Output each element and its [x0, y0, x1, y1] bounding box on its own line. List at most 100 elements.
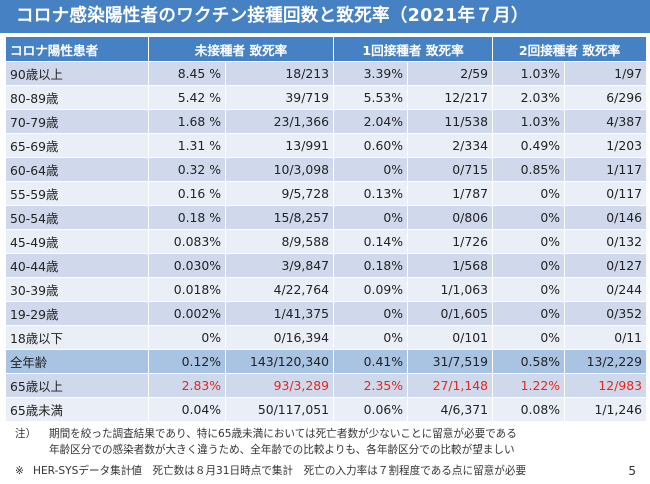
note-line-1: 注） 期間を絞った調査結果であり、特に65歳未満においては死亡者数が少ないことに留… — [15, 426, 517, 442]
two-dose-fraction: 0/117 — [564, 181, 648, 206]
unvaccinated-rate: 0.12% — [148, 349, 226, 374]
one-dose-fraction: 0/715 — [407, 157, 494, 182]
one-dose-rate: 0.60% — [333, 133, 409, 158]
data-source-footnote: ※ HER-SYSデータ集計値 死亡数は８月31日時点で集計 死亡の入力率は７割程… — [15, 463, 526, 478]
one-dose-fraction: 0/1,605 — [407, 301, 494, 326]
one-dose-rate: 3.39% — [333, 61, 409, 86]
unvaccinated-rate: 0.002% — [148, 301, 226, 326]
one-dose-rate: 0.09% — [333, 277, 409, 302]
two-dose-rate: 0% — [492, 229, 566, 254]
two-dose-rate: 0% — [492, 181, 566, 206]
table-row: 70-79歳 1.68 % 23/1,366 2.04% 11/538 1.03% 4/38… — [5, 109, 648, 134]
age-cell: 19-29歳 — [5, 301, 149, 326]
two-dose-fraction: 4/387 — [564, 109, 648, 134]
two-dose-rate: 0% — [492, 205, 566, 230]
age-cell: 65歳未満 — [5, 397, 149, 422]
age-cell: 65歳以上 — [5, 373, 149, 398]
two-dose-rate: 0% — [492, 277, 566, 302]
unvaccinated-rate: 1.68 % — [148, 109, 226, 134]
two-dose-rate: 0.58% — [492, 349, 566, 374]
one-dose-rate: 0% — [333, 157, 409, 182]
table-row: 60-64歳 0.32 % 10/3,098 0% 0/715 0.85% 1/117 — [5, 157, 648, 182]
one-dose-rate: 0.18% — [333, 253, 409, 278]
unvaccinated-fraction: 1/41,375 — [224, 301, 335, 326]
age-cell: 55-59歳 — [5, 181, 149, 206]
unvaccinated-rate: 1.31 % — [148, 133, 226, 158]
unvaccinated-rate: 0.083% — [148, 229, 226, 254]
unvaccinated-fraction: 50/117,051 — [224, 397, 335, 422]
footnote-text: HER-SYSデータ集計値 死亡数は８月31日時点で集計 死亡の入力率は７割程度… — [33, 465, 527, 477]
table-row: 55-59歳 0.16 % 9/5,728 0.13% 1/787 0% 0/117 — [5, 181, 648, 206]
one-dose-fraction: 1/568 — [407, 253, 494, 278]
one-dose-fraction: 27/1,148 — [407, 373, 494, 398]
two-dose-rate: 1.22% — [492, 373, 566, 398]
unvaccinated-rate: 0.030% — [148, 253, 226, 278]
table-row: 19-29歳 0.002% 1/41,375 0% 0/1,605 0% 0/352 — [5, 301, 648, 326]
unvaccinated-fraction: 0/16,394 — [224, 325, 335, 350]
age-cell: 70-79歳 — [5, 109, 149, 134]
two-dose-fraction: 0/352 — [564, 301, 648, 326]
two-dose-rate: 1.03% — [492, 109, 566, 134]
table-row: 65歳未満 0.04% 50/117,051 0.06% 4/6,371 0.08% 1/1… — [5, 397, 648, 422]
unvaccinated-rate: 0% — [148, 325, 226, 350]
unvaccinated-fraction: 15/8,257 — [224, 205, 335, 230]
one-dose-rate: 0.06% — [333, 397, 409, 422]
one-dose-rate: 0% — [333, 325, 409, 350]
two-dose-fraction: 12/983 — [564, 373, 648, 398]
unvaccinated-rate: 0.16 % — [148, 181, 226, 206]
table-row: 50-54歳 0.18 % 15/8,257 0% 0/806 0% 0/146 — [5, 205, 648, 230]
age-cell: 50-54歳 — [5, 205, 149, 230]
age-cell: 全年齢 — [5, 349, 149, 374]
two-dose-fraction: 13/2,229 — [564, 349, 648, 374]
one-dose-rate: 0.13% — [333, 181, 409, 206]
unvaccinated-rate: 0.04% — [148, 397, 226, 422]
header-one-dose: 1回接種者 致死率 — [333, 36, 494, 62]
two-dose-rate: 0% — [492, 325, 566, 350]
one-dose-rate: 2.35% — [333, 373, 409, 398]
one-dose-rate: 5.53% — [333, 85, 409, 110]
table-row: 90歳以上 8.45 % 18/213 3.39% 2/59 1.03% 1/97 — [5, 61, 648, 86]
unvaccinated-fraction: 10/3,098 — [224, 157, 335, 182]
two-dose-fraction: 0/11 — [564, 325, 648, 350]
one-dose-rate: 0.41% — [333, 349, 409, 374]
unvaccinated-fraction: 23/1,366 — [224, 109, 335, 134]
page-number: 5 — [628, 464, 636, 478]
notes: 注） 期間を絞った調査結果であり、特に65歳未満においては死亡者数が少ないことに留… — [15, 426, 517, 458]
table-row: 65-69歳 1.31 % 13/991 0.60% 2/334 0.49% 1/203 — [5, 133, 648, 158]
header-group: コロナ陽性患者 — [5, 36, 149, 62]
age-cell: 45-49歳 — [5, 229, 149, 254]
two-dose-rate: 0.08% — [492, 397, 566, 422]
two-dose-rate: 0% — [492, 301, 566, 326]
table-row: 80-89歳 5.42 % 39/719 5.53% 12/217 2.03% 6/296 — [5, 85, 648, 110]
two-dose-rate: 0.85% — [492, 157, 566, 182]
one-dose-fraction: 4/6,371 — [407, 397, 494, 422]
one-dose-rate: 0.14% — [333, 229, 409, 254]
unvaccinated-fraction: 8/9,588 — [224, 229, 335, 254]
unvaccinated-rate: 2.83% — [148, 373, 226, 398]
unvaccinated-rate: 8.45 % — [148, 61, 226, 86]
two-dose-fraction: 0/132 — [564, 229, 648, 254]
two-dose-fraction: 6/296 — [564, 85, 648, 110]
two-dose-rate: 1.03% — [492, 61, 566, 86]
unvaccinated-rate: 5.42 % — [148, 85, 226, 110]
age-cell: 80-89歳 — [5, 85, 149, 110]
age-cell: 90歳以上 — [5, 61, 149, 86]
one-dose-fraction: 1/726 — [407, 229, 494, 254]
unvaccinated-fraction: 18/213 — [224, 61, 335, 86]
age-cell: 65-69歳 — [5, 133, 149, 158]
one-dose-fraction: 0/806 — [407, 205, 494, 230]
unvaccinated-fraction: 9/5,728 — [224, 181, 335, 206]
note-text-2: 年齢区分での感染者数が大きく違うため、全年齢での比較よりも、各年齢区分での比較が… — [49, 444, 515, 456]
unvaccinated-fraction: 3/9,847 — [224, 253, 335, 278]
unvaccinated-rate: 0.18 % — [148, 205, 226, 230]
two-dose-rate: 0% — [492, 253, 566, 278]
unvaccinated-fraction: 143/120,340 — [224, 349, 335, 374]
note-line-2: 年齢区分での感染者数が大きく違うため、全年齢での比較よりも、各年齢区分での比較が… — [15, 442, 517, 458]
unvaccinated-rate: 0.32 % — [148, 157, 226, 182]
header-unvaccinated: 未接種者 致死率 — [147, 36, 335, 62]
unvaccinated-fraction: 93/3,289 — [224, 373, 335, 398]
one-dose-rate: 0% — [333, 205, 409, 230]
one-dose-fraction: 12/217 — [407, 85, 494, 110]
unvaccinated-fraction: 13/991 — [224, 133, 335, 158]
two-dose-fraction: 1/117 — [564, 157, 648, 182]
